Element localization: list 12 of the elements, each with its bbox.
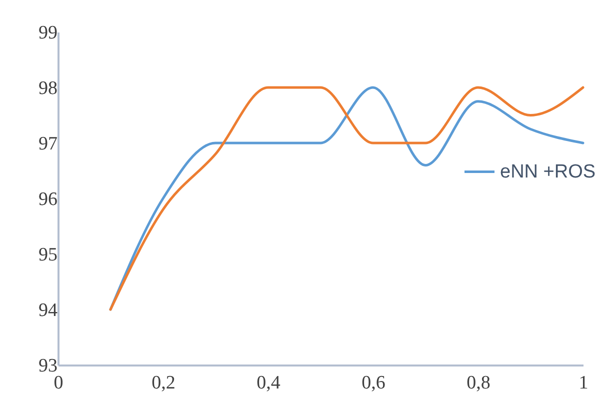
legend-label: eNN +ROS <box>500 162 596 183</box>
x-tick-label: 0,4 <box>256 372 281 394</box>
x-tick-label: 0,6 <box>362 372 386 394</box>
y-tick-label: 94 <box>38 300 58 321</box>
y-tick-label: 98 <box>38 78 58 99</box>
y-tick-label: 97 <box>38 134 58 154</box>
y-tick-label: 96 <box>38 189 58 210</box>
x-tick-label: 0,8 <box>466 372 490 394</box>
x-tick-label: 0,2 <box>152 372 176 394</box>
x-tick-label: 1 <box>578 372 588 394</box>
y-tick-label: 95 <box>38 244 58 266</box>
y-tick-label: 99 <box>38 22 58 44</box>
